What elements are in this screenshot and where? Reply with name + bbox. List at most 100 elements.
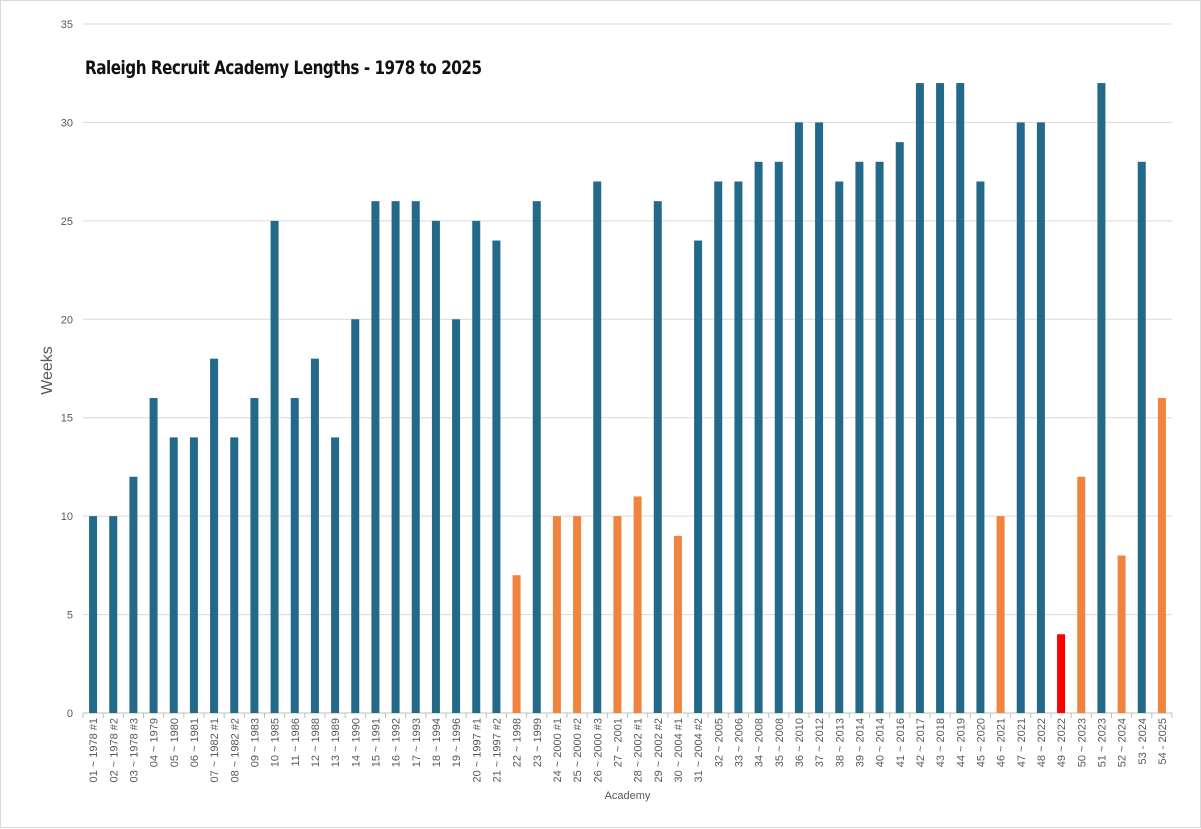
bar — [1137, 161, 1146, 714]
x-tick-label: 34 ~ 2008 — [754, 718, 766, 767]
bar — [593, 181, 602, 713]
x-tick-label: 19 ~ 1996 — [451, 718, 463, 767]
x-tick-label: 02 ~ 1978 #2 — [108, 718, 120, 783]
x-tick-label: 04 ~ 1979 — [149, 718, 161, 767]
x-tick-label: 12 ~ 1988 — [310, 718, 322, 767]
bar — [290, 398, 299, 713]
x-tick-label: 13 ~ 1989 — [330, 718, 342, 767]
x-axis-title: Academy — [605, 790, 651, 802]
bar — [815, 122, 824, 713]
bar — [552, 516, 561, 713]
bar — [875, 161, 884, 714]
bar — [694, 240, 703, 714]
bar — [976, 181, 985, 713]
y-tick-label: 5 — [67, 610, 73, 622]
bar — [250, 398, 259, 713]
x-tick-label: 54 - 2025 — [1157, 718, 1169, 764]
x-tick-label: 11 ~ 1986 — [290, 718, 302, 766]
bar — [996, 516, 1005, 713]
x-tick-label: 42 ~ 2017 — [915, 718, 927, 767]
x-tick-label: 17 ~ 1993 — [411, 718, 423, 767]
x-tick-label: 32 ~ 2005 — [713, 718, 725, 767]
x-tick-label: 40 ~ 2014 — [875, 718, 887, 767]
y-axis-title: Weeks — [39, 346, 56, 395]
bar — [915, 83, 924, 714]
x-tick-label: 53 - 2024 — [1137, 718, 1149, 764]
x-tick-label: 24 ~ 2000 #1 — [552, 718, 564, 783]
x-tick-label: 41 ~ 2016 — [895, 718, 907, 767]
x-tick-label: 20 ~ 1997 #1 — [471, 718, 483, 783]
bar — [573, 516, 582, 713]
x-tick-label: 29 ~ 2002 #2 — [653, 718, 665, 783]
x-tick-label: 01 ~ 1978 #1 — [88, 718, 100, 783]
x-tick-label: 08 ~ 1982 #2 — [229, 718, 241, 783]
bar — [331, 437, 340, 713]
x-tick-label: 28 ~ 2002 #1 — [633, 718, 645, 783]
y-tick-label: 0 — [67, 708, 73, 720]
y-tick-label: 35 — [61, 19, 73, 31]
bar — [855, 161, 864, 714]
x-tick-label: 14 ~ 1990 — [350, 718, 362, 767]
bar — [109, 516, 118, 713]
y-tick-label: 25 — [61, 216, 73, 228]
x-tick-label: 37 ~ 2012 — [814, 718, 826, 767]
bar — [1036, 122, 1045, 713]
x-tick-label: 48 ~ 2022 — [1036, 718, 1048, 767]
bar — [1077, 476, 1086, 713]
x-tick-label: 49 ~ 2022 — [1056, 718, 1068, 767]
bar — [956, 83, 965, 714]
y-tick-label: 20 — [61, 314, 73, 326]
bar — [673, 535, 682, 713]
bar — [794, 122, 803, 713]
bar — [169, 437, 178, 713]
x-tick-label: 43 ~ 2018 — [935, 718, 947, 767]
bar — [532, 201, 541, 713]
bar — [89, 516, 98, 713]
x-tick-label: 46 ~ 2021 — [996, 718, 1008, 767]
bar — [1097, 83, 1106, 714]
bar — [895, 142, 904, 714]
bar — [613, 516, 622, 713]
bar — [411, 201, 420, 713]
bar — [714, 181, 723, 713]
x-tick-label: 51 ~ 2023 — [1096, 718, 1108, 767]
y-tick-label: 30 — [61, 117, 73, 129]
bar — [270, 220, 279, 713]
y-tick-label: 10 — [61, 511, 73, 523]
bar — [492, 240, 501, 714]
bar — [210, 358, 219, 713]
bar — [472, 220, 481, 713]
y-tick-label: 15 — [61, 413, 73, 425]
bar — [734, 181, 743, 713]
x-tick-label: 06 ~ 1981 — [189, 718, 201, 767]
bar — [431, 220, 440, 713]
bar — [653, 201, 662, 713]
chart-title: Raleigh Recruit Academy Lengths - 1978 t… — [85, 57, 482, 79]
x-tick-label: 15 ~ 1991 — [370, 718, 382, 767]
bar — [371, 201, 380, 713]
x-tick-label: 45 ~ 2020 — [975, 718, 987, 767]
bar — [1157, 398, 1166, 713]
x-tick-label: 23 ~ 1999 — [532, 718, 544, 767]
bar — [391, 201, 400, 713]
bar — [452, 319, 461, 713]
bar — [512, 575, 521, 713]
x-tick-label: 05 ~ 1980 — [169, 718, 181, 767]
x-tick-label: 16 ~ 1992 — [391, 718, 403, 767]
x-tick-label: 31 ~ 2004 #2 — [693, 718, 705, 783]
bar — [1057, 634, 1066, 713]
bar — [129, 476, 138, 713]
x-tick-label: 50 ~ 2023 — [1076, 718, 1088, 767]
bar — [633, 496, 642, 713]
x-tick-label: 27 ~ 2001 — [612, 718, 624, 767]
x-tick-label: 47 ~ 2021 — [1016, 718, 1028, 767]
x-tick-label: 30 ~ 2004 #1 — [673, 718, 685, 783]
bar — [835, 181, 844, 713]
x-tick-label: 18 ~ 1994 — [431, 718, 443, 767]
bar — [149, 398, 158, 713]
x-tick-label: 07 ~ 1982 #1 — [209, 718, 221, 783]
x-tick-label: 44 ~ 2019 — [955, 718, 967, 767]
x-tick-label: 26 ~ 2000 #3 — [592, 718, 604, 783]
